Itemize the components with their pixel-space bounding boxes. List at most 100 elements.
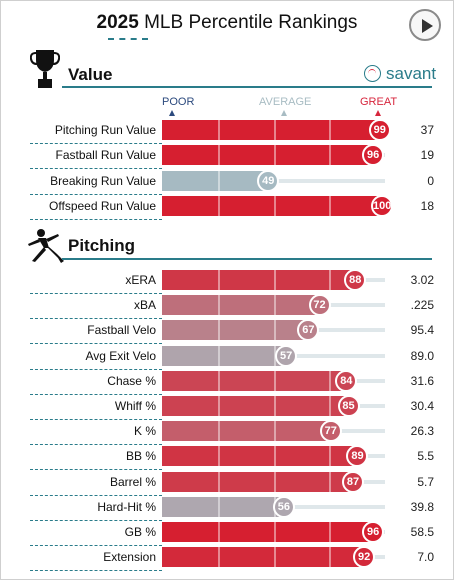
percentile-bar[interactable]	[162, 522, 377, 542]
bar-gridline	[329, 370, 332, 391]
bar-gridline	[273, 345, 276, 366]
play-button[interactable]	[409, 9, 441, 41]
bar-gridline	[217, 145, 220, 166]
bar-gridline	[329, 446, 332, 467]
bar-gridline	[273, 320, 276, 341]
bar-gridline	[217, 295, 220, 316]
metric-label: Chase %	[107, 373, 156, 388]
row-divider	[30, 494, 162, 496]
section-title-value: Value	[68, 65, 113, 84]
metric-label: GB %	[124, 525, 156, 539]
percentile-badge: 84	[335, 369, 358, 392]
percentile-badge: 56	[272, 495, 295, 518]
metric-value: 58.5	[410, 525, 434, 539]
section-divider-pitching	[62, 258, 432, 260]
year-underline	[108, 38, 148, 40]
bar-gridline	[329, 471, 332, 492]
baseball-icon	[364, 65, 381, 82]
bar-gridline	[217, 547, 220, 568]
metric-value: 37	[420, 123, 434, 137]
row-divider	[30, 444, 162, 446]
title-year: 2025	[96, 12, 139, 33]
percentile-bar[interactable]	[162, 120, 383, 140]
average-marker-icon	[281, 110, 287, 116]
metric-value: 3.02	[410, 273, 434, 287]
metric-label: Avg Exit Velo	[85, 348, 157, 363]
bar-gridline	[329, 270, 332, 290]
metric-label: Barrel %	[109, 474, 156, 489]
bar-gridline	[273, 195, 276, 216]
metric-label: K %	[133, 424, 156, 439]
row-divider	[30, 570, 162, 572]
metric-value: 95.4	[410, 323, 434, 338]
metric-label: Fastball Velo	[87, 323, 156, 338]
metric-label: Whiff %	[114, 399, 156, 413]
bar-gridline	[273, 145, 276, 166]
bar-gridline	[217, 396, 220, 416]
percentile-badge: 99	[368, 119, 391, 141]
metric-value: 39.8	[410, 499, 434, 514]
percentile-badge: 100	[371, 194, 393, 217]
percentile-bar[interactable]	[162, 145, 377, 166]
metric-value: 5.5	[417, 449, 434, 464]
section-divider-value	[62, 86, 432, 88]
metric-value: 5.7	[417, 474, 434, 489]
metric-label: Breaking Run Value	[50, 173, 156, 188]
metric-label: BB %	[125, 449, 156, 464]
bar-gridline	[217, 496, 220, 517]
percentile-badge: 89	[346, 445, 369, 468]
percentile-bar[interactable]	[162, 320, 312, 341]
metric-value: 30.4	[410, 399, 434, 413]
bar-gridline	[217, 270, 220, 290]
brand-name: savant	[386, 64, 437, 83]
row-divider	[30, 545, 162, 546]
scale-great: GREAT	[360, 96, 398, 108]
pitcher-icon	[28, 229, 64, 263]
percentile-bar[interactable]	[162, 496, 287, 517]
percentile-bar[interactable]	[162, 295, 323, 316]
percentile-bar[interactable]	[162, 421, 334, 442]
metric-value: .225	[410, 298, 434, 313]
bar-gridline	[273, 547, 276, 568]
bar-gridline	[217, 370, 220, 391]
percentile-bar[interactable]	[162, 547, 368, 568]
great-marker-icon	[375, 110, 381, 116]
percentile-bar[interactable]	[162, 396, 352, 416]
percentile-bar[interactable]	[162, 446, 361, 467]
metric-label: Extension	[103, 550, 156, 565]
percentile-badge: 96	[362, 521, 385, 543]
savant-logo: savant	[364, 64, 436, 84]
row-divider	[30, 343, 162, 345]
poor-marker-icon	[169, 110, 175, 116]
metric-label: Hard-Hit %	[97, 499, 156, 514]
bar-gridline	[329, 145, 332, 166]
bar-gridline	[273, 396, 276, 416]
bar-gridline	[273, 421, 276, 442]
percentile-bar[interactable]	[162, 170, 272, 191]
percentile-badge: 96	[362, 144, 385, 167]
percentile-bar[interactable]	[162, 270, 359, 290]
percentile-bar[interactable]	[162, 195, 385, 216]
bar-gridline	[217, 170, 220, 191]
bar-gridline	[329, 547, 332, 568]
bar-gridline	[217, 320, 220, 341]
row-divider	[30, 218, 162, 220]
percentile-bar[interactable]	[162, 370, 350, 391]
scale-poor: POOR	[162, 96, 195, 108]
metric-value: 7.0	[417, 550, 434, 565]
percentile-bar[interactable]	[162, 345, 290, 366]
percentile-badge: 88	[344, 269, 367, 291]
trophy-icon	[30, 50, 60, 88]
bar-gridline	[273, 522, 276, 542]
bar-gridline	[273, 120, 276, 140]
bar-gridline	[273, 370, 276, 391]
row-divider	[30, 368, 162, 370]
row-divider	[30, 293, 162, 294]
row-divider	[30, 519, 162, 521]
percentile-badge: 92	[353, 546, 376, 569]
percentile-bar[interactable]	[162, 471, 356, 492]
metric-label: Fastball Run Value	[55, 148, 157, 163]
bar-gridline	[273, 471, 276, 492]
row-divider	[30, 469, 162, 471]
page-title: 2025 MLB Percentile Rankings	[0, 12, 454, 34]
